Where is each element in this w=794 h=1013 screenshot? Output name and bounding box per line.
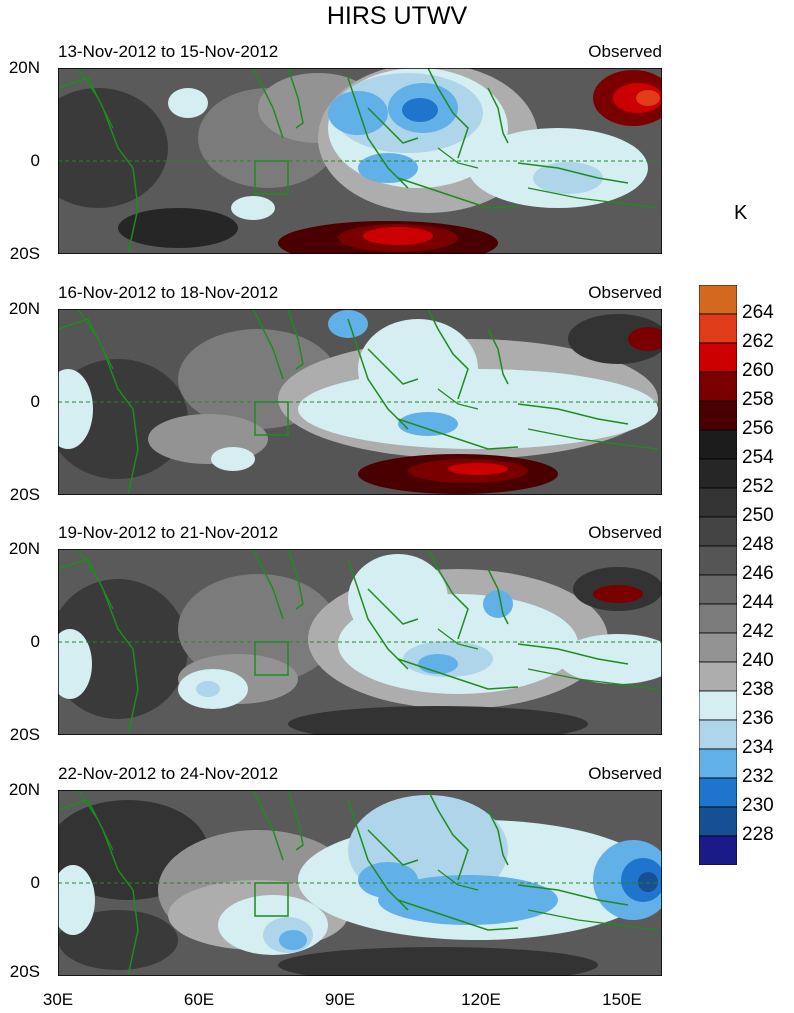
panel-2-date: 16-Nov-2012 to 18-Nov-2012 bbox=[58, 283, 279, 302]
colorbar-swatch bbox=[699, 835, 737, 865]
lon-label-60e: 60E bbox=[183, 990, 215, 1009]
colorbar-swatch bbox=[699, 806, 737, 837]
colorbar-swatch bbox=[699, 285, 737, 315]
map-panel-3 bbox=[58, 549, 662, 735]
panel-2-label: Observed bbox=[588, 283, 662, 302]
panel-4-date: 22-Nov-2012 to 24-Nov-2012 bbox=[58, 764, 279, 783]
lon-label-150e: 150E bbox=[602, 990, 642, 1009]
colorbar-level-label: 236 bbox=[742, 708, 774, 729]
panel-1-label: Observed bbox=[588, 42, 662, 61]
colorbar-level-label: 240 bbox=[742, 650, 774, 671]
colorbar-swatch bbox=[699, 516, 737, 547]
colorbar-level-label: 230 bbox=[742, 795, 774, 816]
colorbar-level-label: 264 bbox=[742, 302, 774, 323]
colorbar-swatch bbox=[699, 342, 737, 373]
panel-2-lat-20n: 20N bbox=[8, 299, 40, 318]
figure-title: HIRS UTWV bbox=[326, 2, 468, 30]
map-panel-4 bbox=[58, 790, 662, 976]
colorbar-swatch bbox=[699, 400, 737, 431]
colorbar-level-label: 234 bbox=[742, 737, 774, 758]
colorbar-level-label: 244 bbox=[742, 592, 774, 613]
panel-1-date: 13-Nov-2012 to 15-Nov-2012 bbox=[58, 42, 279, 61]
colorbar-swatch bbox=[699, 632, 737, 663]
map-panel-2 bbox=[58, 309, 662, 495]
colorbar-swatch bbox=[699, 777, 737, 808]
colorbar-unit: K bbox=[734, 202, 748, 224]
panel-4-lat-20s: 20S bbox=[9, 962, 40, 981]
panel-4-lat-20n: 20N bbox=[8, 780, 40, 799]
colorbar-level-label: 258 bbox=[742, 389, 774, 410]
colorbar-level-label: 260 bbox=[742, 360, 774, 381]
colorbar-swatch bbox=[699, 458, 737, 489]
panel-2-lat-20s: 20S bbox=[9, 485, 40, 504]
panel-2-lat-0: 0 bbox=[30, 392, 40, 411]
panel-1-lat-0: 0 bbox=[30, 151, 40, 170]
colorbar-swatch bbox=[699, 748, 737, 779]
panel-4-label: Observed bbox=[588, 764, 662, 783]
panel-3-lat-20n: 20N bbox=[8, 539, 40, 558]
lon-label-120e: 120E bbox=[461, 990, 501, 1009]
panel-4-lat-0: 0 bbox=[30, 873, 40, 892]
colorbar-level-label: 242 bbox=[742, 621, 774, 642]
colorbar-swatch bbox=[699, 661, 737, 692]
colorbar-level-label: 252 bbox=[742, 476, 774, 497]
panel-3-date: 19-Nov-2012 to 21-Nov-2012 bbox=[58, 523, 279, 542]
panel-1-lat-20s: 20S bbox=[9, 244, 40, 263]
colorbar-swatch bbox=[699, 719, 737, 750]
colorbar bbox=[699, 285, 737, 865]
panel-3-label: Observed bbox=[588, 523, 662, 542]
colorbar-swatch bbox=[699, 545, 737, 576]
colorbar-swatch bbox=[699, 574, 737, 605]
colorbar-level-label: 246 bbox=[742, 563, 774, 584]
colorbar-swatch bbox=[699, 313, 737, 344]
colorbar-level-label: 262 bbox=[742, 331, 774, 352]
lon-label-30e: 30E bbox=[42, 990, 74, 1009]
lon-label-90e: 90E bbox=[324, 990, 356, 1009]
panel-1-lat-20n: 20N bbox=[8, 58, 40, 77]
colorbar-swatch bbox=[699, 690, 737, 721]
colorbar-level-label: 250 bbox=[742, 505, 774, 526]
colorbar-level-label: 254 bbox=[742, 447, 774, 468]
colorbar-level-label: 238 bbox=[742, 679, 774, 700]
map-panel-1 bbox=[58, 68, 662, 254]
colorbar-swatch bbox=[699, 487, 737, 518]
panel-3-lat-20s: 20S bbox=[9, 725, 40, 744]
panel-3-lat-0: 0 bbox=[30, 632, 40, 651]
colorbar-swatch bbox=[699, 603, 737, 634]
colorbar-level-label: 248 bbox=[742, 534, 774, 555]
colorbar-level-label: 228 bbox=[742, 824, 774, 845]
colorbar-swatch bbox=[699, 429, 737, 460]
colorbar-level-label: 256 bbox=[742, 418, 774, 439]
colorbar-swatch bbox=[699, 371, 737, 402]
colorbar-level-label: 232 bbox=[742, 766, 774, 787]
